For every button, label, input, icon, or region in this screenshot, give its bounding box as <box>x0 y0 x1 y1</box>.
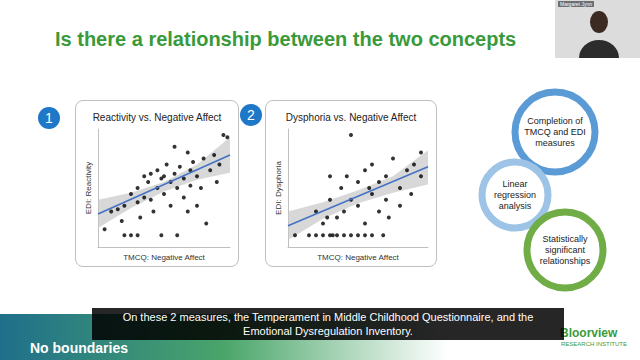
html-text:Bloorview: Bloorview <box>560 326 618 340</box>
html-text:1: 1 <box>45 110 53 126</box>
svg-text:TMCQ: Negative Affect: TMCQ: Negative Affect <box>123 253 205 262</box>
html-text:RESEARCH INSTITUTE: RESEARCH INSTITUTE <box>561 341 627 347</box>
svg-text:TMCQ: Negative Affect: TMCQ: Negative Affect <box>317 253 399 262</box>
svg-text:Reactivity vs. Negative Affect: Reactivity vs. Negative Affect <box>93 112 222 123</box>
svg-text:EDI: Dysphoria: EDI: Dysphoria <box>274 161 283 215</box>
html-text:2: 2 <box>247 107 255 123</box>
html-text:No boundaries: No boundaries <box>30 340 128 356</box>
svg-text:Dysphoria vs. Negative Affect: Dysphoria vs. Negative Affect <box>286 112 417 123</box>
html-text:Margaret Jynn: Margaret Jynn <box>560 1 592 7</box>
html-text:Is there a relationship betwee: Is there a relationship between the two … <box>55 28 517 50</box>
html-text:Completion of TMCQ and EDI mea: Completion of TMCQ and EDI measures <box>524 115 586 148</box>
html-text:On these 2 measures, the Tempe: On these 2 measures, the Temperament in … <box>122 311 534 337</box>
html-text:Statistically significant rela: Statistically significant relationships <box>539 233 591 266</box>
html-text:Linear regression analysis: Linear regression analysis <box>494 178 536 211</box>
svg-text:EDI: Reactivity: EDI: Reactivity <box>84 162 93 214</box>
